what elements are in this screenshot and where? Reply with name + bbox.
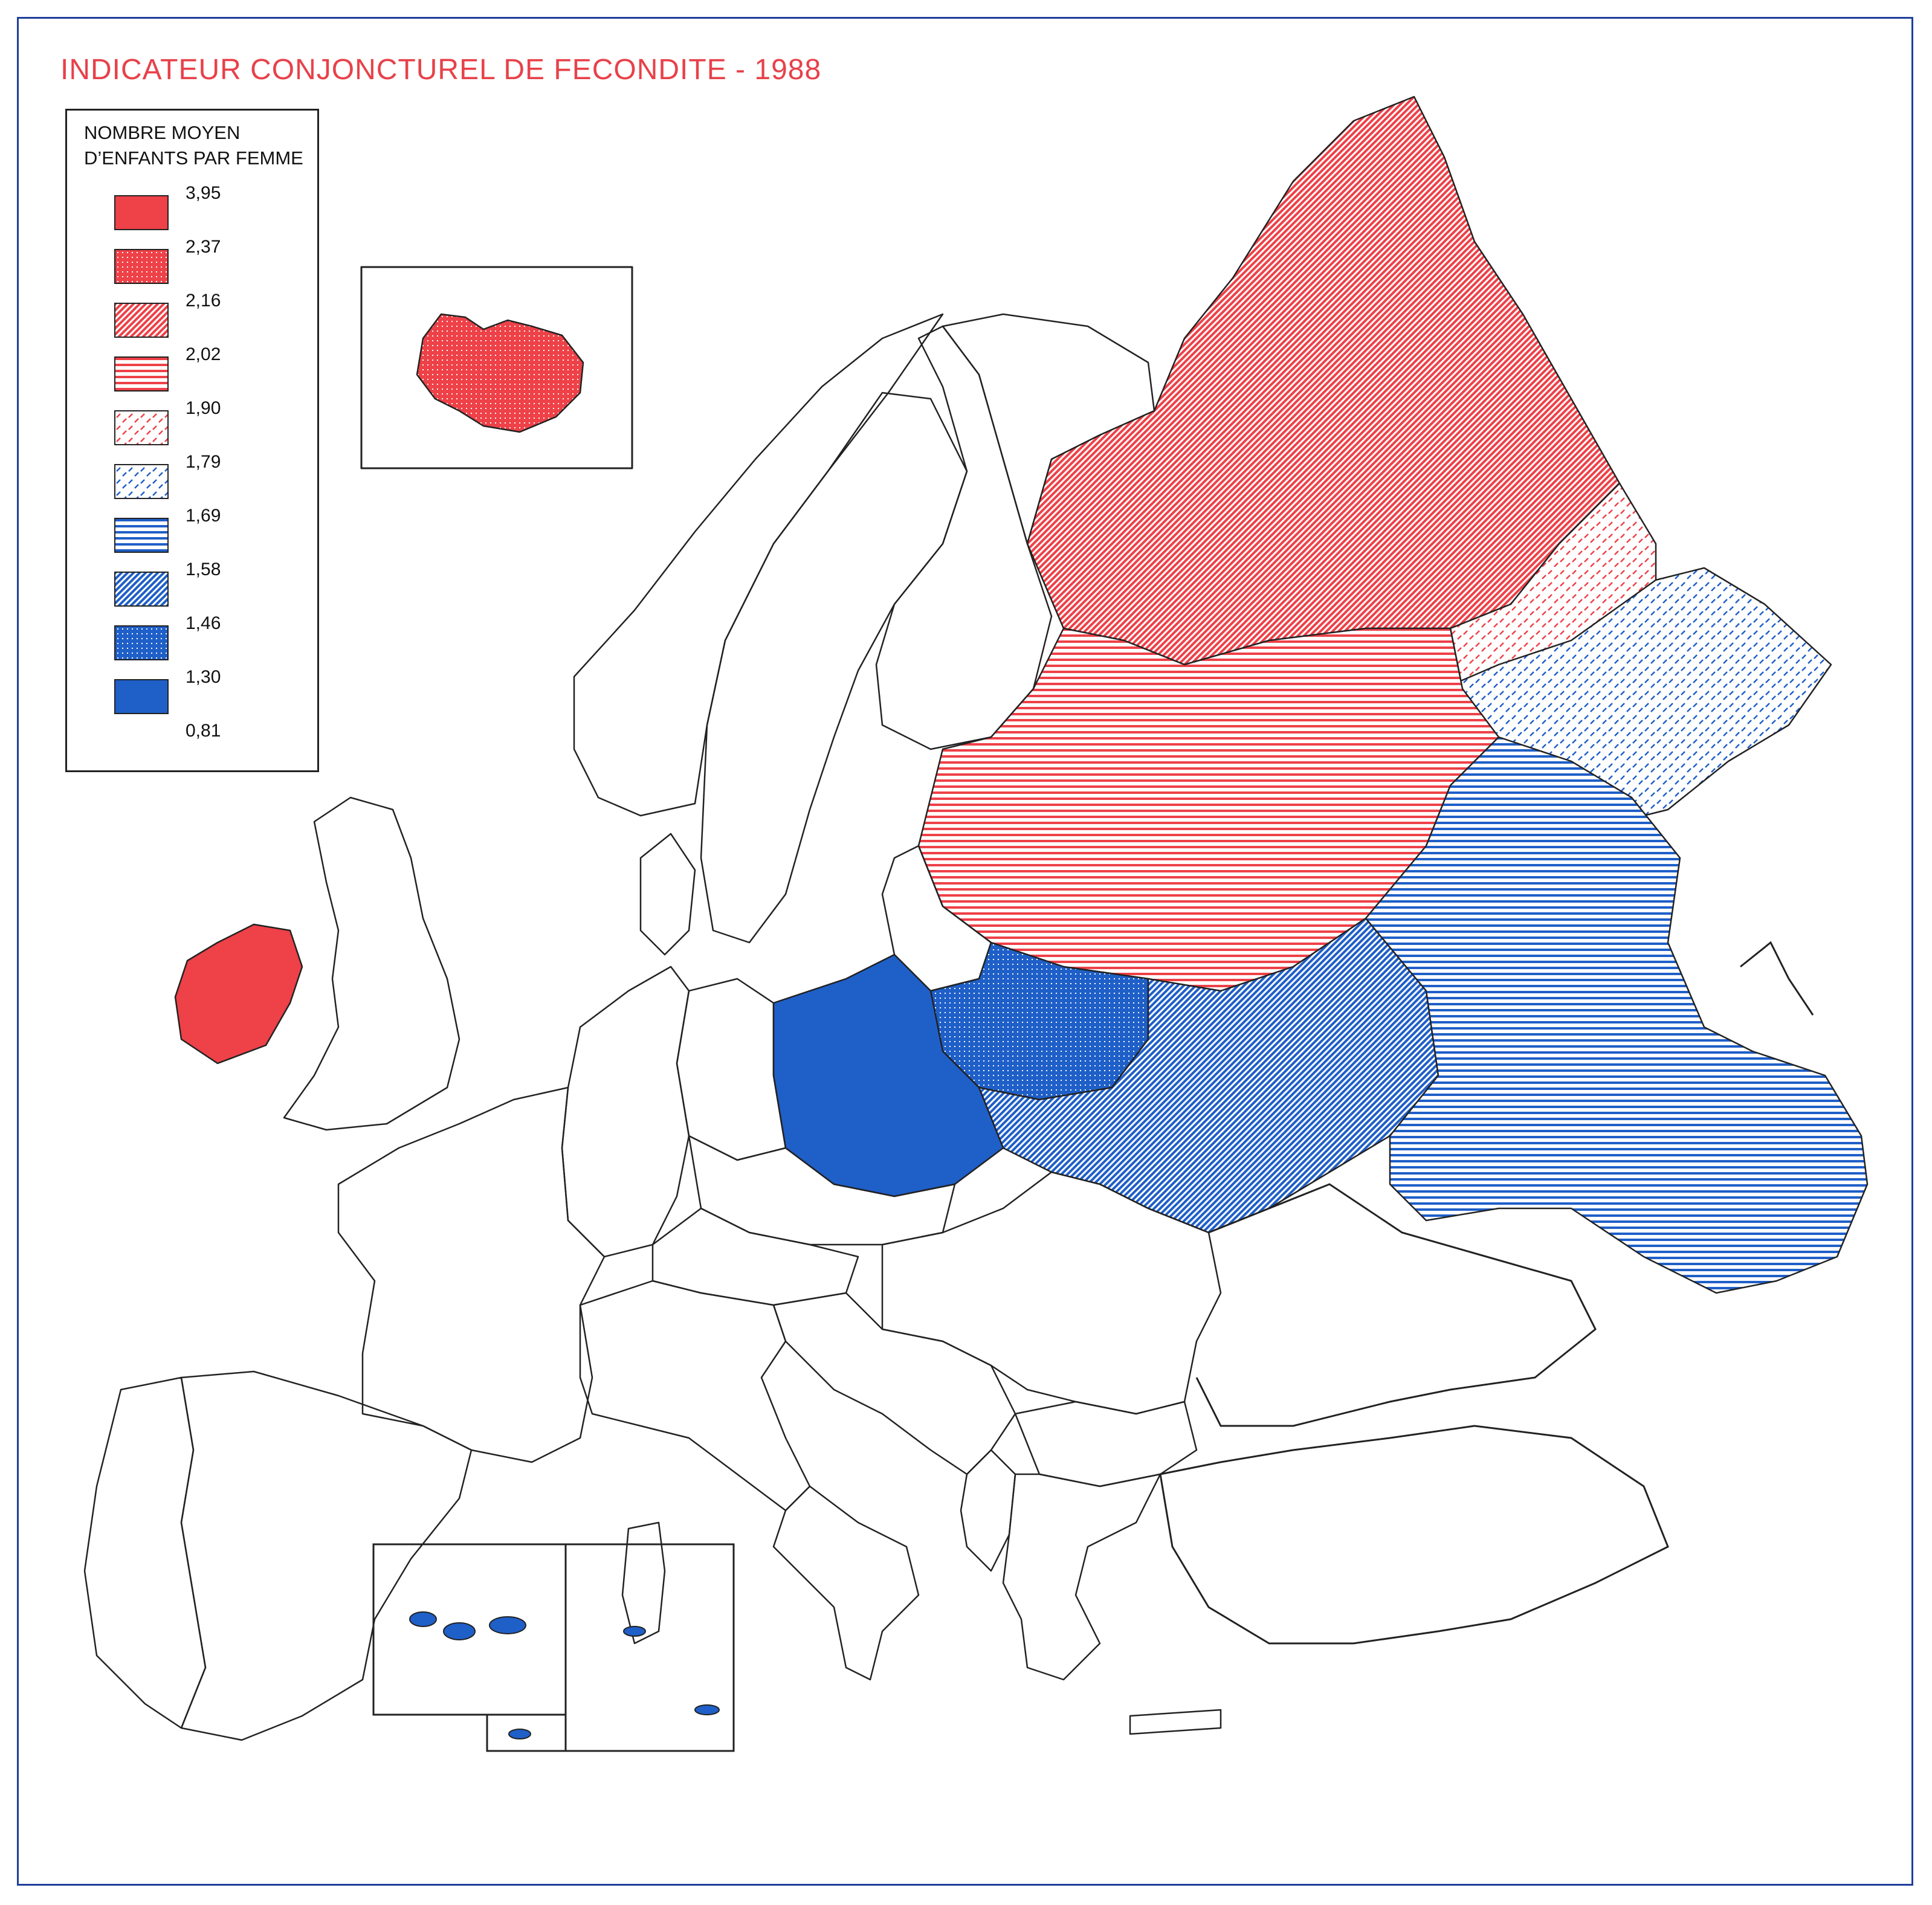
legend: NOMBRE MOYEN D’ENFANTS PAR FEMME 3,95 2,3… xyxy=(65,109,319,772)
island xyxy=(694,1704,720,1715)
legend-break-label: 2,16 xyxy=(186,291,221,311)
region-caucasus xyxy=(1365,736,1869,1294)
region-yugoslavia xyxy=(772,1292,1016,1475)
region-bulgaria xyxy=(1014,1401,1198,1488)
black-sea-outline xyxy=(1195,1183,1597,1427)
region-sweden xyxy=(700,392,968,944)
legend-swatch xyxy=(114,625,169,660)
legend-break-label: 1,30 xyxy=(186,667,221,687)
region-west-germany xyxy=(561,965,690,1258)
region-italy-north xyxy=(579,1280,811,1512)
region-sardinia xyxy=(621,1521,666,1645)
legend-swatch xyxy=(114,464,169,499)
region-great-britain xyxy=(283,796,460,1131)
region-spain xyxy=(180,1370,473,1741)
legend-break-label: 2,37 xyxy=(186,237,221,257)
turkey-outline xyxy=(1159,1425,1669,1645)
region-denmark xyxy=(639,833,696,956)
unclassified-outlines xyxy=(1159,941,1814,1645)
legend-title: NOMBRE MOYEN D’ENFANTS PAR FEMME xyxy=(84,122,303,169)
legend-swatch xyxy=(114,410,169,445)
legend-swatch xyxy=(114,249,169,284)
region-iceland xyxy=(416,313,584,433)
legend-break-label: 1,90 xyxy=(186,398,221,418)
island xyxy=(623,1626,646,1637)
caspian-outline xyxy=(1740,941,1814,1016)
atlantic-islands xyxy=(409,1611,720,1739)
legend-swatch xyxy=(114,518,169,553)
island xyxy=(489,1616,526,1634)
legend-swatch xyxy=(114,572,169,607)
region-albania xyxy=(960,1449,1016,1572)
map-frame xyxy=(17,17,1913,1886)
legend-swatch xyxy=(114,195,169,230)
region-austria xyxy=(651,1207,859,1306)
island xyxy=(508,1729,531,1739)
map-regions xyxy=(83,95,1869,1741)
region-crete xyxy=(1129,1709,1222,1735)
legend-break-label: 1,69 xyxy=(186,506,221,526)
island xyxy=(443,1622,476,1640)
legend-break-label: 1,58 xyxy=(186,559,221,579)
legend-break-label: 1,79 xyxy=(186,452,221,472)
legend-swatch xyxy=(114,303,169,338)
atlantic-insets xyxy=(372,1543,735,1752)
legend-break-label: 2,02 xyxy=(186,344,221,364)
region-iberia-west xyxy=(83,1376,207,1729)
region-ireland xyxy=(174,923,303,1065)
madeira-inset-frame xyxy=(486,1713,567,1752)
map-title: INDICATEUR CONJONCTUREL DE FECONDITE - 1… xyxy=(60,54,822,86)
legend-break-label: 3,95 xyxy=(186,183,221,203)
legend-break-label: 1,46 xyxy=(186,613,221,633)
region-france xyxy=(337,1086,606,1463)
region-east-germany xyxy=(676,978,787,1161)
island xyxy=(409,1611,437,1627)
legend-swatch xyxy=(114,356,169,392)
legend-swatch xyxy=(114,679,169,714)
region-italy-south xyxy=(772,1485,920,1681)
legend-break-label: 0,81 xyxy=(186,721,221,741)
region-greece xyxy=(1002,1473,1161,1681)
azores-inset-frame xyxy=(564,1543,735,1752)
